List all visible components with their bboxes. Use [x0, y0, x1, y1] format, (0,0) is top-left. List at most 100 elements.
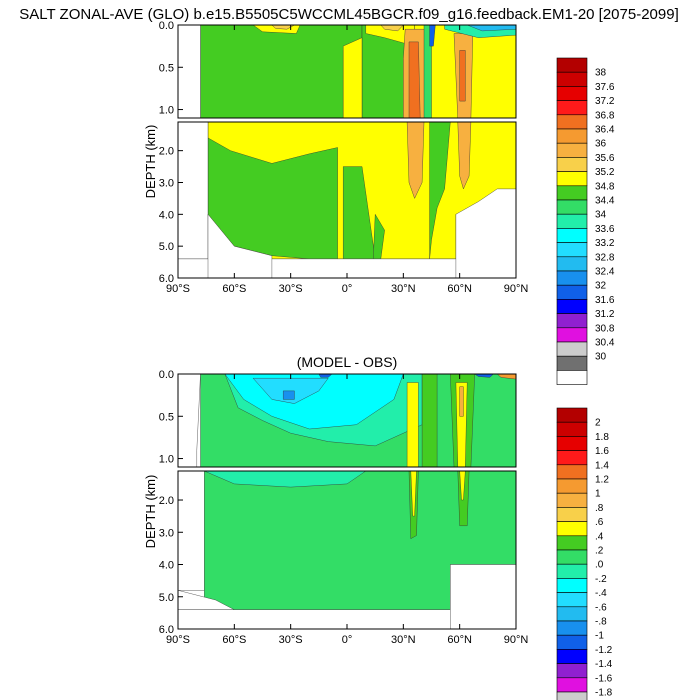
- field-contour-lo-19: [459, 471, 466, 501]
- colorbar-box: [556, 128, 588, 144]
- colorbar-box: [556, 592, 588, 608]
- colorbar-label: 33.2: [595, 238, 615, 249]
- colorbar-label: 37.2: [595, 96, 615, 107]
- colorbar-label: 1.2: [595, 475, 609, 486]
- colorbar-box: [556, 663, 588, 679]
- y-tick-label: 0.0: [159, 369, 174, 381]
- colorbar-label: 34.4: [595, 196, 615, 207]
- panel-title: (MODEL - OBS): [297, 354, 398, 370]
- colorbar-label: .8: [595, 503, 604, 514]
- field-contour-up-10: [459, 386, 464, 417]
- y-tick-label: 0.5: [159, 411, 174, 423]
- field-contour-lo-23: [457, 122, 472, 190]
- colorbar-box: [556, 421, 588, 437]
- y-tick-label: 1.0: [159, 454, 174, 466]
- colorbar-label: -1.6: [595, 673, 613, 684]
- field-contour-lo-24: [178, 122, 209, 260]
- field-contour-lo-22: [178, 609, 516, 629]
- y-axis-title: DEPTH (km): [143, 475, 158, 549]
- colorbar-box: [556, 242, 588, 258]
- field-contour-up-13: [459, 50, 466, 102]
- y-tick-label: 2.0: [159, 495, 174, 507]
- colorbar-label: 34: [595, 210, 607, 221]
- y-tick-label: 3.0: [159, 527, 174, 539]
- x-tick-label: 90°N: [504, 283, 529, 295]
- field-contour-up-13: [178, 374, 201, 467]
- y-tick-label: 0.0: [159, 20, 174, 32]
- y-tick-label: 2.0: [159, 146, 174, 158]
- lower-field: [178, 471, 516, 629]
- colorbar-box: [556, 71, 588, 87]
- figure-title: SALT ZONAL-AVE (GLO) b.e15.B5505C5WCCML4…: [19, 6, 679, 23]
- colorbar-label: 32: [595, 281, 607, 292]
- upper-field: [178, 374, 516, 467]
- y-tick-label: 6.0: [159, 273, 174, 285]
- field-contour-lo-22: [406, 122, 425, 199]
- x-tick-label: 90°N: [504, 634, 529, 646]
- field-contour-lo-27: [207, 213, 273, 278]
- field-contour-up-7: [406, 382, 419, 467]
- field-contour-up-5: [318, 374, 333, 378]
- colorbar-label: .6: [595, 517, 604, 528]
- colorbar-label: 33.6: [595, 224, 615, 235]
- field-contour-up-16: [178, 25, 201, 118]
- colorbar-box: [556, 370, 588, 385]
- colorbar-box: [556, 620, 588, 636]
- colorbar-box: [556, 142, 588, 158]
- colorbar-label: 34.8: [595, 181, 615, 192]
- colorbar-label: .2: [595, 546, 604, 557]
- colorbar-box: [556, 284, 588, 300]
- colorbar-box: [556, 521, 588, 537]
- colorbar-box: [556, 57, 588, 73]
- field-contour-lo-20: [178, 471, 205, 591]
- colorbar-label: 31.6: [595, 295, 615, 306]
- x-tick-label: 0°: [342, 283, 353, 295]
- field-contour-up-12: [474, 374, 494, 378]
- colorbar-box: [556, 228, 588, 243]
- colorbar-box: [556, 213, 588, 229]
- colorbar-label: 31.2: [595, 309, 615, 320]
- colorbar-label: .0: [595, 560, 604, 571]
- colorbar-label: 32.8: [595, 252, 615, 263]
- colorbar-label: 35.6: [595, 153, 615, 164]
- colorbar-box: [556, 691, 588, 700]
- colorbar-label: -.6: [595, 602, 607, 613]
- upper-field: [178, 25, 516, 118]
- colorbar-box: [556, 86, 588, 101]
- x-tick-label: 90°S: [166, 634, 190, 646]
- colorbar-label: 32.4: [595, 267, 615, 278]
- x-tick-label: 30°S: [279, 634, 303, 646]
- field-contour-up-9: [408, 41, 421, 118]
- colorbar-label: 36.8: [595, 110, 615, 121]
- field-contour-up-10: [423, 25, 432, 118]
- colorbar-label: -1: [595, 631, 604, 642]
- field-contour-lo-23: [450, 564, 516, 629]
- colorbar-label: -1.4: [595, 659, 613, 670]
- colorbar-box: [556, 100, 588, 116]
- y-tick-label: 5.0: [159, 592, 174, 604]
- colorbar-box: [556, 507, 588, 522]
- colorbar-box: [556, 563, 588, 579]
- x-tick-label: 30°S: [279, 283, 303, 295]
- field-contour-up-0: [200, 25, 363, 118]
- colorbar-box: [556, 578, 588, 593]
- colorbar-label: -1.2: [595, 645, 613, 656]
- field-contour-lo-15: [204, 471, 367, 488]
- colorbar-label: 30.4: [595, 338, 615, 349]
- colorbar-label: 1.8: [595, 432, 609, 443]
- field-contour-up-15: [467, 25, 516, 32]
- panel-1: 0.0 0.5 1.0 2.0 3.0 4.0 5.0 6.090°S 60°S 30°S 0° 30…: [143, 20, 615, 385]
- colorbar-box: [556, 606, 588, 622]
- field-contour-lo-17: [410, 471, 417, 517]
- colorbar-label: 1.6: [595, 446, 609, 457]
- colorbar-box: [556, 535, 588, 551]
- colorbar-box: [556, 677, 588, 693]
- colorbar-box: [556, 199, 588, 215]
- colorbar-box: [556, 407, 588, 423]
- colorbar-box: [556, 478, 588, 494]
- lower-field: [178, 122, 516, 278]
- field-contour-lo-26: [455, 188, 516, 278]
- field-contour-up-5: [365, 25, 415, 47]
- colorbar-label: 38: [595, 68, 607, 79]
- colorbar-box: [556, 450, 588, 466]
